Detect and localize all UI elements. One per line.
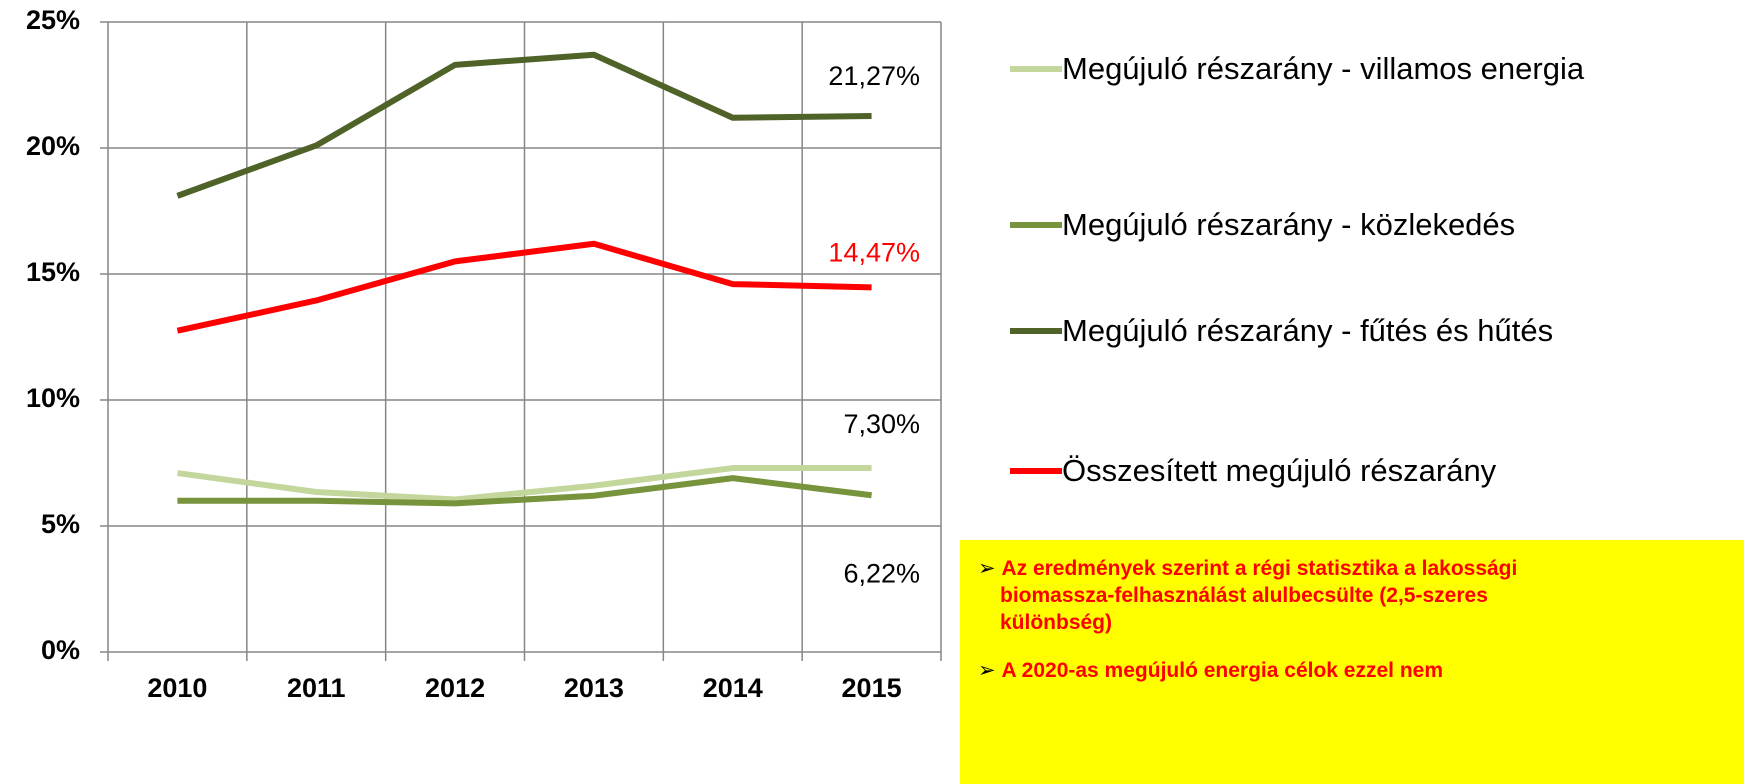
x-tick-label: 2015 [842, 673, 902, 703]
x-tick-label: 2011 [287, 673, 346, 703]
annotation-text: Az eredmények szerint a régi statisztika… [1000, 557, 1518, 634]
y-tick-label: 20% [26, 131, 80, 161]
series-line [177, 465, 872, 503]
legend-item: Összesített megújuló részarány [1010, 452, 1744, 490]
legend-swatch [1010, 66, 1062, 72]
series-line [177, 475, 872, 507]
annotation: ➢ Az eredmények szerint a régi statiszti… [978, 555, 1560, 636]
x-tick-label: 2014 [703, 673, 763, 703]
legend-item: Megújuló részarány - fűtés és hűtés [1010, 312, 1744, 350]
y-tick-label: 5% [41, 509, 80, 539]
legend-label: Összesített megújuló részarány [1062, 453, 1497, 488]
legend-swatch [1010, 328, 1062, 334]
x-tick-label: 2013 [564, 673, 624, 703]
data-label: 7,30% [843, 409, 920, 439]
annotation: ➢ A 2020-as megújuló energia célok ezzel… [978, 657, 1443, 684]
data-label: 21,27% [828, 61, 920, 91]
legend-item: Megújuló részarány - közlekedés [1010, 206, 1744, 244]
x-tick-label: 2012 [425, 673, 485, 703]
legend-swatch [1010, 468, 1062, 474]
data-label: 14,47% [828, 237, 920, 267]
legend-label: Megújuló részarány - villamos energia [1062, 51, 1585, 86]
annotation-box: ➢ Az eredmények szerint a régi statiszti… [960, 540, 1744, 784]
y-tick-label: 10% [26, 383, 80, 413]
annotation-text: A 2020-as megújuló energia célok ezzel n… [1001, 659, 1444, 682]
x-tick-label: 2010 [147, 673, 207, 703]
legend-label: Megújuló részarány - fűtés és hűtés [1062, 313, 1554, 348]
bullet-icon: ➢ [978, 659, 1002, 682]
y-tick-label: 15% [26, 257, 80, 287]
legend-item: Megújuló részarány - villamos energia [1010, 50, 1744, 88]
legend-swatch [1010, 222, 1062, 228]
y-tick-label: 0% [41, 635, 80, 665]
data-label: 6,22% [843, 558, 920, 588]
legend-label: Megújuló részarány - közlekedés [1062, 207, 1516, 242]
series-line [176, 51, 872, 199]
series-line [176, 240, 872, 334]
y-tick-label: 25% [26, 5, 80, 35]
bullet-icon: ➢ [978, 557, 1002, 580]
